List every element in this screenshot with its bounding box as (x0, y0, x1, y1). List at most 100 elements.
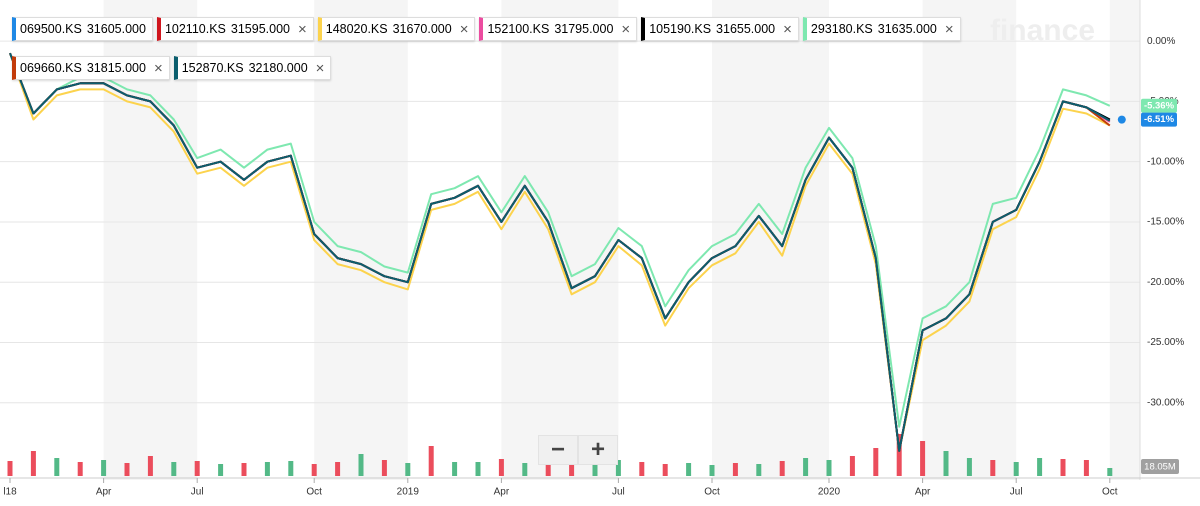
volume-bar (358, 454, 364, 476)
volume-bar (124, 463, 130, 476)
volume-bar (452, 462, 458, 476)
volume-bar (241, 463, 247, 476)
remove-button[interactable]: × (621, 20, 631, 38)
x-tick-label: Oct (704, 487, 720, 498)
y-tick-label: -20.00% (1147, 277, 1184, 288)
volume-bar (1037, 458, 1043, 476)
legend-name: 293180.KS (810, 22, 873, 36)
volume-bar (920, 441, 926, 476)
volume-bar (803, 458, 809, 476)
volume-bar (662, 464, 668, 476)
legend-chip: 069660.KS 31815.000 × (12, 56, 170, 80)
legend: 069500.KS 31605.000 102110.KS 31595.000 × 148… (12, 17, 1002, 80)
volume-bar (288, 461, 294, 476)
x-tick-label: Apr (96, 487, 112, 498)
legend-name: 105190.KS (649, 22, 712, 36)
legend-chip: 152100.KS 31795.000 × (479, 17, 638, 41)
legend-value: 31670.000 (392, 22, 452, 36)
volume-bar (545, 463, 551, 476)
volume-bar (990, 460, 996, 476)
volume-bar (896, 434, 902, 476)
end-label: -5.36% (1144, 100, 1175, 111)
volume-bar (428, 446, 434, 476)
volume-label: 18.05M (1144, 462, 1176, 473)
volume-bar (218, 464, 224, 476)
legend-name: 152100.KS (487, 22, 550, 36)
legend-value: 31815.000 (86, 61, 146, 75)
remove-button[interactable]: × (297, 20, 307, 38)
volume-bar (943, 451, 949, 476)
volume-bar (7, 461, 13, 476)
legend-name: 069660.KS (20, 61, 82, 75)
volume-bar (779, 461, 785, 476)
y-tick-label: -25.00% (1147, 337, 1184, 348)
zoom-controls: − + (538, 435, 618, 465)
period-band (922, 0, 1017, 480)
series-line (9, 52, 1111, 452)
volume-bar (311, 464, 317, 476)
volume-bar (615, 460, 621, 476)
x-tick-label: Jul (1010, 487, 1023, 498)
legend-value: 31635.000 (877, 22, 937, 36)
legend-name: 148020.KS (325, 22, 388, 36)
x-tick-label: Oct (306, 487, 322, 498)
volume-bar (1083, 460, 1089, 476)
volume-bar (77, 462, 83, 476)
volume-bar (335, 462, 341, 476)
volume-bar (732, 463, 738, 476)
volume-bar (1013, 462, 1019, 476)
volume-bar (522, 463, 528, 476)
volume-label-box (1141, 459, 1179, 474)
remove-button[interactable]: × (783, 20, 792, 38)
legend-chip: 069500.KS 31605.000 (12, 17, 153, 41)
legend-value: 31595.000 (230, 22, 290, 36)
volume-bar (639, 462, 645, 476)
last-point (1117, 115, 1126, 124)
x-tick-label: Jul (191, 487, 204, 498)
legend-chip: 148020.KS 31670.000 × (317, 17, 476, 41)
volume-bar (405, 463, 411, 476)
legend-value: 31795.000 (554, 22, 614, 36)
volume-bar (686, 463, 692, 476)
x-tick-label: 2020 (818, 487, 841, 498)
period-band (314, 0, 408, 480)
volume-bar (264, 462, 270, 476)
volume-bar (826, 460, 832, 476)
x-tick-label: 2019 (397, 487, 420, 498)
y-tick-label: -30.00% (1147, 397, 1184, 408)
legend-value: 32180.000 (248, 61, 308, 75)
legend-name: 152870.KS (181, 61, 244, 75)
volume-bar (709, 465, 715, 476)
volume-bar (569, 458, 575, 476)
legend-value: 31605.000 (86, 22, 146, 36)
x-tick-label: Apr (494, 487, 510, 498)
y-tick-label: -15.00% (1147, 217, 1184, 228)
volume-bar (30, 451, 36, 476)
legend-name: 102110.KS (164, 22, 226, 36)
volume-bar (1060, 459, 1066, 476)
period-band (501, 0, 619, 480)
volume-bar (101, 460, 107, 476)
end-label-box (1141, 112, 1177, 127)
watermark: finance (990, 14, 1095, 47)
remove-button[interactable]: × (153, 59, 163, 77)
legend-chip: 293180.KS 31635.000 × (802, 17, 961, 41)
period-band (1109, 0, 1140, 480)
volume-bar (873, 448, 879, 476)
legend-chip: 102110.KS 31595.000 × (156, 17, 314, 41)
legend-value: 31655.000 (716, 22, 776, 36)
volume-bar (592, 464, 598, 476)
zoom-out[interactable]: − (538, 435, 578, 465)
remove-button[interactable]: × (944, 20, 954, 38)
volume-bar (147, 456, 153, 476)
volume-bar (171, 462, 177, 476)
legend-chip: 105190.KS 31655.000 × (641, 17, 799, 41)
series-line (9, 52, 1111, 428)
remove-button[interactable]: × (315, 59, 325, 77)
zoom-in[interactable]: + (578, 435, 618, 465)
end-label: -6.51% (1144, 114, 1175, 125)
remove-button[interactable]: × (459, 20, 469, 38)
end-label-box (1141, 98, 1177, 113)
